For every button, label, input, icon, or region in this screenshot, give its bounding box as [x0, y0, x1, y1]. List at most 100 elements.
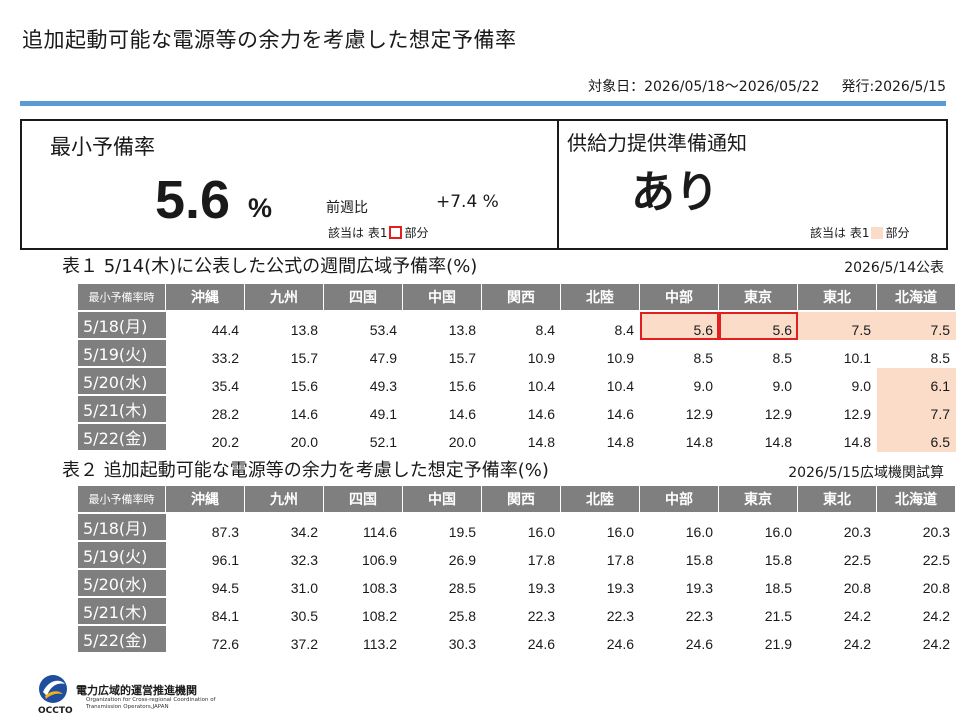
table-cell: 10.9	[606, 350, 634, 366]
row-day-label: 5/21(木)	[78, 598, 166, 626]
column-header: 東北	[798, 486, 877, 514]
table-row: 5/19(火) 96.1 32.3 106.9 26.9 17.8 17.8 15.8 15.8…	[78, 542, 956, 570]
table-cell: 24.2	[843, 608, 871, 624]
org-subtitle: Organization for Cross-regional Coordina…	[86, 697, 216, 711]
table-cell: 34.2	[290, 524, 318, 540]
week-over-week-value: +7.4 %	[436, 192, 499, 212]
table-cell: 5.6	[719, 312, 798, 340]
table-cell: 7.7	[877, 396, 956, 424]
column-header: 中国	[403, 284, 482, 312]
table-cell: 20.3	[922, 524, 950, 540]
column-header: 九州	[245, 284, 324, 312]
row-day-label: 5/22(金)	[78, 626, 166, 654]
note-prefix: 該当は 表1	[810, 226, 870, 240]
table-cell: 21.5	[764, 608, 792, 624]
column-header: 東京	[719, 486, 798, 514]
table-cell: 8.5	[772, 350, 792, 366]
table-cell: 18.5	[764, 580, 792, 596]
table-cell: 26.9	[448, 552, 476, 568]
table-row: 5/21(木) 28.2 14.6 49.1 14.6 14.6 14.6 12.9 12.9 1…	[78, 396, 956, 424]
table1: 最小予備率時 沖縄 九州 四国 中国 関西 北陸 中部 東京 東北 北海道 5/18(月) 44.4 13…	[78, 284, 956, 452]
table-cell: 14.8	[764, 434, 792, 450]
table-cell: 24.6	[527, 636, 555, 652]
table2-title: 表２ 追加起動可能な電源等の余力を考慮した想定予備率(%)	[62, 460, 549, 481]
table-cell: 7.5	[798, 312, 877, 340]
table-cell: 20.8	[843, 580, 871, 596]
table-cell: 14.6	[290, 406, 318, 422]
table-cell: 21.9	[764, 636, 792, 652]
table-cell: 6.1	[877, 368, 956, 396]
table-cell: 30.3	[448, 636, 476, 652]
table-cell: 24.6	[606, 636, 634, 652]
column-header: 中国	[403, 486, 482, 514]
table-cell: 16.0	[527, 524, 555, 540]
table-cell: 10.1	[843, 350, 871, 366]
column-header: 中部	[640, 486, 719, 514]
table-cell: 16.0	[606, 524, 634, 540]
row-day-label: 5/20(水)	[78, 368, 166, 396]
table-cell: 16.0	[764, 524, 792, 540]
table-cell: 10.4	[527, 378, 555, 394]
table1-title: 表１ 5/14(木)に公表した公式の週間広域予備率(%)	[62, 256, 478, 277]
column-header: 北陸	[561, 486, 640, 514]
table-cell: 14.8	[527, 434, 555, 450]
table-cell: 8.4	[535, 322, 555, 338]
table-cell: 49.1	[369, 406, 397, 422]
min-reserve-note: 該当は 表1 部分	[328, 224, 428, 241]
table-cell: 15.8	[764, 552, 792, 568]
table-cell: 24.2	[843, 636, 871, 652]
table-cell: 14.8	[685, 434, 713, 450]
supply-notice-value: あり	[631, 167, 719, 218]
table-cell: 14.6	[527, 406, 555, 422]
column-header: 東北	[798, 284, 877, 312]
table-cell: 16.0	[685, 524, 713, 540]
table-cell: 15.8	[685, 552, 713, 568]
column-header: 北海道	[877, 284, 956, 312]
table-cell: 14.8	[606, 434, 634, 450]
column-header: 関西	[482, 284, 561, 312]
table-cell: 22.5	[843, 552, 871, 568]
table2: 最小予備率時 沖縄 九州 四国 中国 関西 北陸 中部 東京 東北 北海道 5/18(月) 87.3 34…	[78, 486, 956, 654]
table-cell: 30.5	[290, 608, 318, 624]
table-cell: 15.6	[448, 378, 476, 394]
table-cell: 24.6	[685, 636, 713, 652]
table-cell: 114.6	[363, 524, 397, 540]
report-meta: 対象日：2026/05/18〜2026/05/22 発行:2026/5/15	[588, 76, 946, 96]
table-cell: 13.8	[290, 322, 318, 338]
column-header: 北海道	[877, 486, 956, 514]
table-cell: 9.0	[851, 378, 871, 394]
table-row: 5/20(水) 35.4 15.6 49.3 15.6 10.4 10.4 9.0 9.0 9.0…	[78, 368, 956, 396]
table-cell: 113.2	[363, 636, 397, 652]
table-row: 5/20(水) 94.5 31.0 108.3 28.5 19.3 19.3 19.3 18.5…	[78, 570, 956, 598]
table1-date: 2026/5/14公表	[844, 260, 944, 276]
table-cell: 87.3	[211, 524, 239, 540]
table-cell: 49.3	[369, 378, 397, 394]
table-row: 5/19(火) 33.2 15.7 47.9 15.7 10.9 10.9 8.5 8.5 10.…	[78, 340, 956, 368]
table-cell: 14.6	[606, 406, 634, 422]
table-cell: 7.5	[877, 312, 956, 340]
table-cell: 24.2	[922, 608, 950, 624]
red-outline-swatch-icon	[389, 226, 403, 239]
table-cell: 22.3	[606, 608, 634, 624]
table-cell: 96.1	[211, 552, 239, 568]
table-cell: 20.8	[922, 580, 950, 596]
table-cell: 12.9	[685, 406, 713, 422]
orange-fill-swatch-icon	[871, 226, 884, 239]
column-header: 四国	[324, 486, 403, 514]
table2-date: 2026/5/15広域機関試算	[788, 465, 944, 481]
table-cell: 33.2	[211, 350, 239, 366]
table-cell: 108.3	[361, 580, 397, 596]
supply-notice-note: 該当は 表1 部分	[810, 224, 909, 241]
table-cell: 37.2	[290, 636, 318, 652]
table-cell: 15.6	[290, 378, 318, 394]
table-cell: 19.3	[685, 580, 713, 596]
note-suffix: 部分	[885, 226, 910, 240]
table-cell: 13.8	[448, 322, 476, 338]
table-cell: 12.9	[764, 406, 792, 422]
table-cell: 31.0	[290, 580, 318, 596]
row-day-label: 5/20(水)	[78, 570, 166, 598]
min-reserve-unit: %	[248, 193, 273, 223]
org-subtitle-line-1: Organization for Cross-regional Coordina…	[86, 697, 216, 703]
table-cell: 10.4	[606, 378, 634, 394]
table-cell: 9.0	[693, 378, 713, 394]
